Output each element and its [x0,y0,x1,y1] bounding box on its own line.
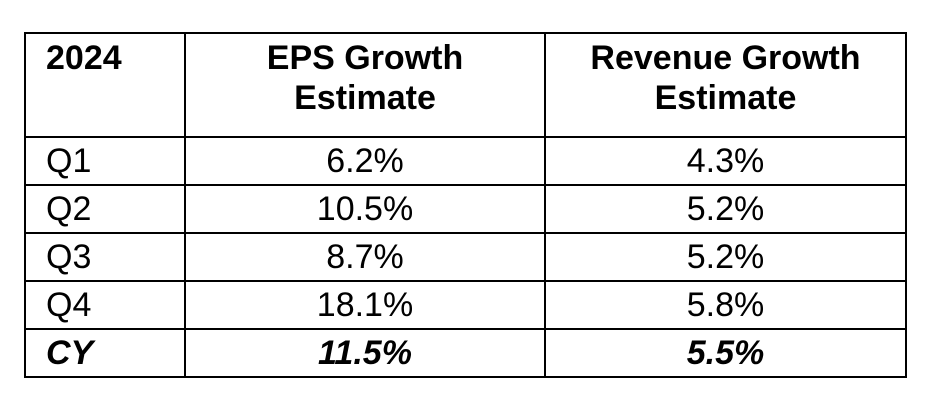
header-revenue-growth: Revenue Growth Estimate [544,32,907,138]
table-row: Q1 6.2% 4.3% [24,136,907,186]
table-row: Q2 10.5% 5.2% [24,184,907,234]
total-revenue-cell: 5.5% [544,328,907,378]
total-row: CY 11.5% 5.5% [24,328,907,378]
row-eps-cell: 6.2% [184,136,546,186]
row-revenue-cell: 5.8% [544,280,907,330]
header-revenue-line1: Revenue Growth [590,39,861,77]
header-revenue-line2: Estimate [654,79,797,117]
total-eps-cell: 11.5% [184,328,546,378]
row-revenue-cell: 5.2% [544,232,907,282]
header-period-label: 2024 [46,39,122,77]
row-period-cell: Q4 [24,280,186,330]
table-row: Q4 18.1% 5.8% [24,280,907,330]
row-eps-cell: 8.7% [184,232,546,282]
header-eps-line1: EPS Growth [266,39,464,77]
row-revenue-cell: 4.3% [544,136,907,186]
row-eps-cell: 18.1% [184,280,546,330]
header-eps-line2: Estimate [294,79,436,117]
row-period-cell: Q2 [24,184,186,234]
table-row: Q3 8.7% 5.2% [24,232,907,282]
header-period: 2024 [24,32,186,138]
growth-estimates-table: 2024 EPS Growth Estimate Revenue Growth … [24,32,907,378]
total-period-cell: CY [24,328,186,378]
row-revenue-cell: 5.2% [544,184,907,234]
header-eps-growth: EPS Growth Estimate [184,32,546,138]
row-period-cell: Q1 [24,136,186,186]
row-eps-cell: 10.5% [184,184,546,234]
row-period-cell: Q3 [24,232,186,282]
header-row: 2024 EPS Growth Estimate Revenue Growth … [24,32,907,138]
